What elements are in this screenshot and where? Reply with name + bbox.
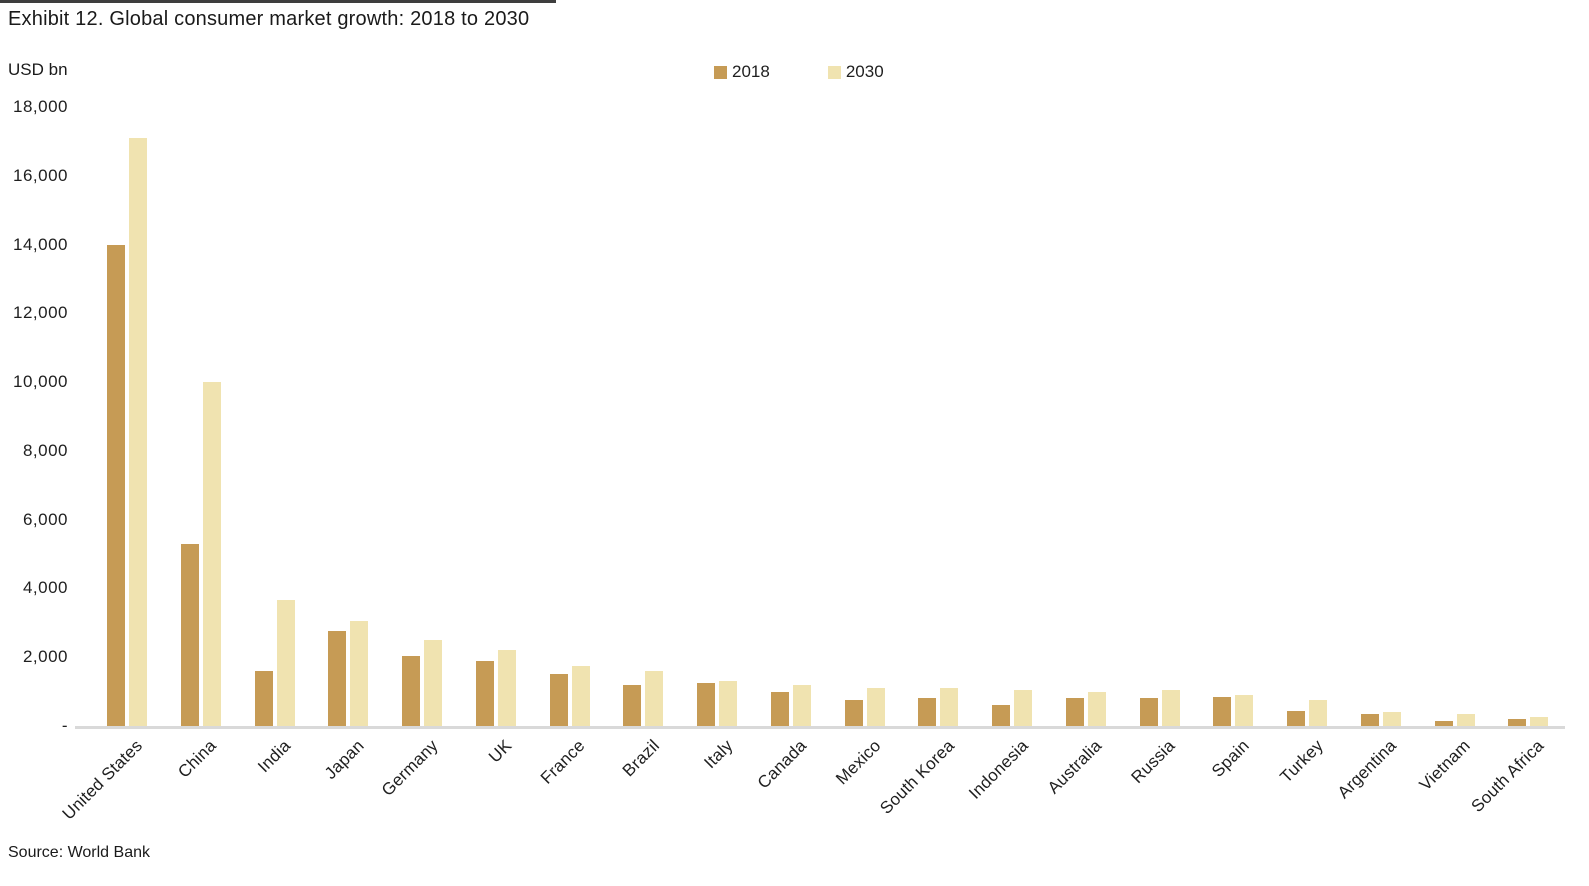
y-axis-tick-label: 14,000 bbox=[13, 234, 68, 254]
bar-2018-australia bbox=[1065, 698, 1084, 726]
y-axis-tick-label: 8,000 bbox=[22, 440, 68, 460]
x-axis-label-germany: Germany bbox=[377, 736, 442, 800]
x-axis-label-canada: Canada bbox=[753, 736, 811, 793]
bar-2018-spain bbox=[1213, 696, 1232, 726]
bar-2030-australia bbox=[1087, 691, 1106, 726]
bar-2030-south-africa bbox=[1530, 717, 1549, 726]
x-axis-label-united-states: United States bbox=[58, 736, 147, 824]
x-axis-label-indonesia: Indonesia bbox=[964, 736, 1032, 803]
bar-2018-canada bbox=[770, 691, 789, 726]
y-axis-tick-label: 2,000 bbox=[22, 647, 68, 667]
x-axis-label-italy: Italy bbox=[700, 736, 737, 773]
x-axis-label-brazil: Brazil bbox=[618, 736, 663, 781]
bar-2030-russia bbox=[1161, 689, 1180, 726]
bar-2030-spain bbox=[1235, 695, 1254, 726]
source-note: Source: World Bank bbox=[8, 844, 150, 861]
bar-2030-india bbox=[276, 600, 295, 726]
bar-2018-italy bbox=[697, 683, 716, 726]
bar-2018-india bbox=[254, 670, 273, 726]
legend-label: 2030 bbox=[845, 62, 884, 81]
bar-2018-south-korea bbox=[918, 698, 937, 726]
x-axis-label-argentina: Argentina bbox=[1334, 736, 1401, 803]
bar-2030-china bbox=[202, 382, 221, 726]
bar-2018-germany bbox=[402, 655, 421, 726]
bar-2018-south-africa bbox=[1508, 719, 1527, 726]
y-axis-tick-label: 18,000 bbox=[13, 97, 68, 116]
x-axis-label-russia: Russia bbox=[1128, 736, 1180, 788]
bar-2030-argentina bbox=[1382, 712, 1401, 726]
bar-2030-germany bbox=[424, 640, 443, 726]
bar-2030-vietnam bbox=[1456, 713, 1475, 726]
bar-2018-united-states bbox=[107, 244, 125, 726]
x-axis-label-turkey: Turkey bbox=[1276, 736, 1327, 787]
bar-2018-japan bbox=[328, 631, 347, 726]
bar-2030-south-korea bbox=[940, 688, 959, 726]
x-axis-label-india: India bbox=[253, 736, 294, 777]
bar-2018-china bbox=[180, 543, 199, 726]
bar-2030-mexico bbox=[866, 688, 885, 726]
x-axis-label-japan: Japan bbox=[320, 736, 368, 783]
bar-2030-turkey bbox=[1309, 700, 1328, 726]
bar-2018-france bbox=[549, 674, 568, 726]
bar-2018-uk bbox=[475, 660, 494, 726]
x-axis-label-uk: UK bbox=[484, 736, 516, 767]
y-axis-unit-label: USD bn bbox=[8, 60, 68, 79]
x-axis-label-australia: Australia bbox=[1043, 736, 1106, 798]
x-axis-label-mexico: Mexico bbox=[831, 736, 885, 789]
bar-2030-united-states bbox=[129, 137, 147, 726]
y-axis-tick-label: 6,000 bbox=[22, 509, 68, 529]
bar-2030-japan bbox=[350, 621, 369, 726]
x-axis-label-spain: Spain bbox=[1207, 736, 1253, 781]
bar-2030-brazil bbox=[645, 670, 664, 726]
legend-label: 2018 bbox=[732, 62, 770, 81]
y-axis-tick-label: 16,000 bbox=[13, 165, 68, 185]
bar-2030-italy bbox=[719, 681, 738, 726]
bar-2018-argentina bbox=[1360, 713, 1379, 726]
y-axis-tick-label: 10,000 bbox=[13, 372, 68, 392]
x-axis-label-france: France bbox=[537, 736, 589, 788]
legend-item-2030: 2030 bbox=[827, 62, 884, 82]
x-axis-label-china: China bbox=[174, 736, 221, 782]
y-axis-tick-label: - bbox=[61, 716, 68, 735]
y-axis-tick-label: 4,000 bbox=[22, 578, 68, 598]
bar-2030-france bbox=[571, 665, 590, 726]
bar-2018-indonesia bbox=[992, 705, 1011, 726]
x-axis-label-south-korea: South Korea bbox=[875, 736, 958, 818]
legend-swatch-2030 bbox=[827, 65, 841, 79]
x-axis-line bbox=[75, 726, 1565, 729]
bar-2018-brazil bbox=[623, 684, 642, 726]
bar-2018-russia bbox=[1139, 698, 1158, 726]
legend-swatch-2018 bbox=[714, 65, 727, 79]
bar-2030-indonesia bbox=[1014, 689, 1033, 726]
y-axis-tick-label: 12,000 bbox=[13, 303, 68, 323]
bar-2018-vietnam bbox=[1434, 720, 1453, 726]
bar-2030-uk bbox=[497, 650, 516, 726]
bar-2030-canada bbox=[792, 684, 811, 726]
cropped-text-artifact bbox=[0, 0, 556, 3]
x-axis-label-vietnam: Vietnam bbox=[1415, 736, 1475, 795]
x-axis-label-south-africa: South Africa bbox=[1467, 736, 1548, 816]
bar-2018-mexico bbox=[844, 700, 863, 726]
chart-title: Exhibit 12. Global consumer market growt… bbox=[8, 8, 530, 30]
legend-item-2018: 2018 bbox=[714, 62, 770, 82]
bar-2018-turkey bbox=[1287, 710, 1306, 726]
chart-legend: 2018 2030 bbox=[714, 62, 884, 82]
